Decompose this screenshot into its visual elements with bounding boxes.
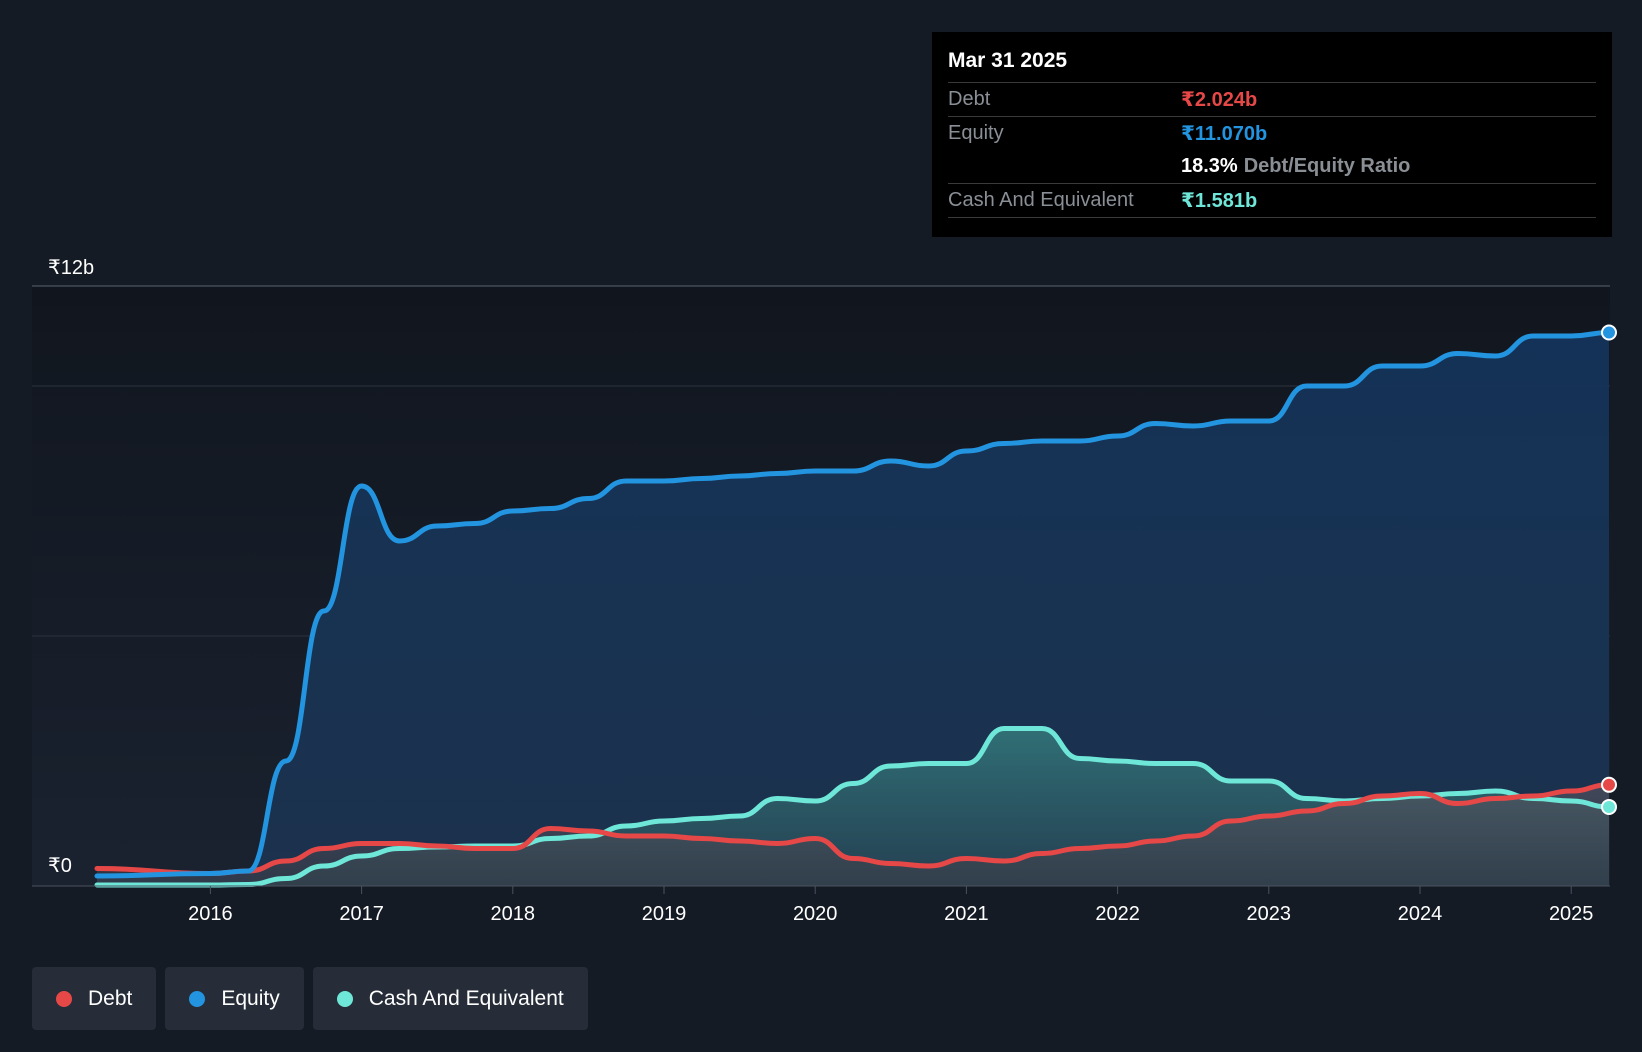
legend-cash-label: Cash And Equivalent — [368, 986, 564, 1010]
tooltip-cash-label: Cash And Equivalent — [948, 189, 1134, 211]
cash-and-equivalent-endpoint — [1601, 798, 1617, 815]
tooltip-equity-label: Equity — [948, 122, 1004, 144]
legend-item-equity[interactable]: Equity — [165, 967, 304, 1030]
x-tick-label: 2021 — [944, 903, 989, 925]
x-tick-label: 2022 — [1095, 903, 1140, 925]
debt-area — [97, 784, 1609, 886]
tooltip-ratio-label: Debt/Equity Ratio — [1243, 155, 1411, 177]
equity-endpoint — [1601, 324, 1617, 341]
tooltip-row-debt: Debt ₹2.024b — [948, 82, 1596, 116]
equity-dot-icon — [189, 990, 206, 1007]
y-axis: ₹12b ₹0 — [48, 257, 94, 877]
x-tick-label: 2023 — [1247, 903, 1292, 925]
x-tick-label: 2017 — [339, 903, 384, 925]
tooltip-row-equity: Equity ₹11.070b — [948, 116, 1596, 150]
equity-line — [94, 330, 1612, 879]
x-tick-label: 2018 — [491, 903, 536, 925]
tooltip-panel: Mar 31 2025 Debt ₹2.024b Equity ₹11.070b… — [932, 32, 1612, 237]
tooltip-date: Mar 31 2025 — [948, 49, 1068, 72]
legend-debt-label: Debt — [88, 986, 133, 1010]
tooltip-debt-value: ₹2.024b — [1181, 89, 1258, 111]
tooltip-debt-label: Debt — [948, 88, 991, 110]
x-tick-label: 2019 — [642, 903, 687, 925]
equity-area — [97, 332, 1609, 886]
x-tick-label: 2016 — [188, 903, 233, 925]
series-lines — [94, 330, 1612, 888]
x-tick-label: 2024 — [1398, 903, 1443, 925]
series-endpoints — [1601, 324, 1617, 815]
debt-line — [94, 782, 1612, 876]
debt-dot-icon — [56, 990, 72, 1007]
legend: Debt Equity Cash And Equivalent — [32, 967, 597, 1030]
x-tick-label: 2020 — [793, 903, 838, 925]
tooltip-row-cash: Cash And Equivalent ₹1.581b — [948, 183, 1596, 218]
legend-item-debt[interactable]: Debt — [32, 967, 157, 1030]
tooltip-cash-value: ₹1.581b — [1181, 190, 1258, 212]
x-axis: 2016 2017 2018 2019 2020 2021 2022 2023 2024 2025 — [188, 886, 1593, 925]
tooltip-equity-value: ₹11.070b — [1181, 123, 1268, 145]
cash-dot-icon — [336, 990, 353, 1007]
x-tick-label: 2025 — [1549, 903, 1594, 925]
legend-equity-label: Equity — [221, 986, 280, 1010]
debt-endpoint — [1601, 776, 1617, 793]
y-tick-label: ₹0 — [48, 855, 72, 877]
tooltip-row-ratio: 18.3% Debt/Equity Ratio — [948, 150, 1596, 183]
tooltip-ratio-value: 18.3% — [1181, 155, 1238, 177]
legend-item-cash[interactable]: Cash And Equivalent — [312, 967, 588, 1030]
y-tick-label: ₹12b — [48, 257, 94, 279]
